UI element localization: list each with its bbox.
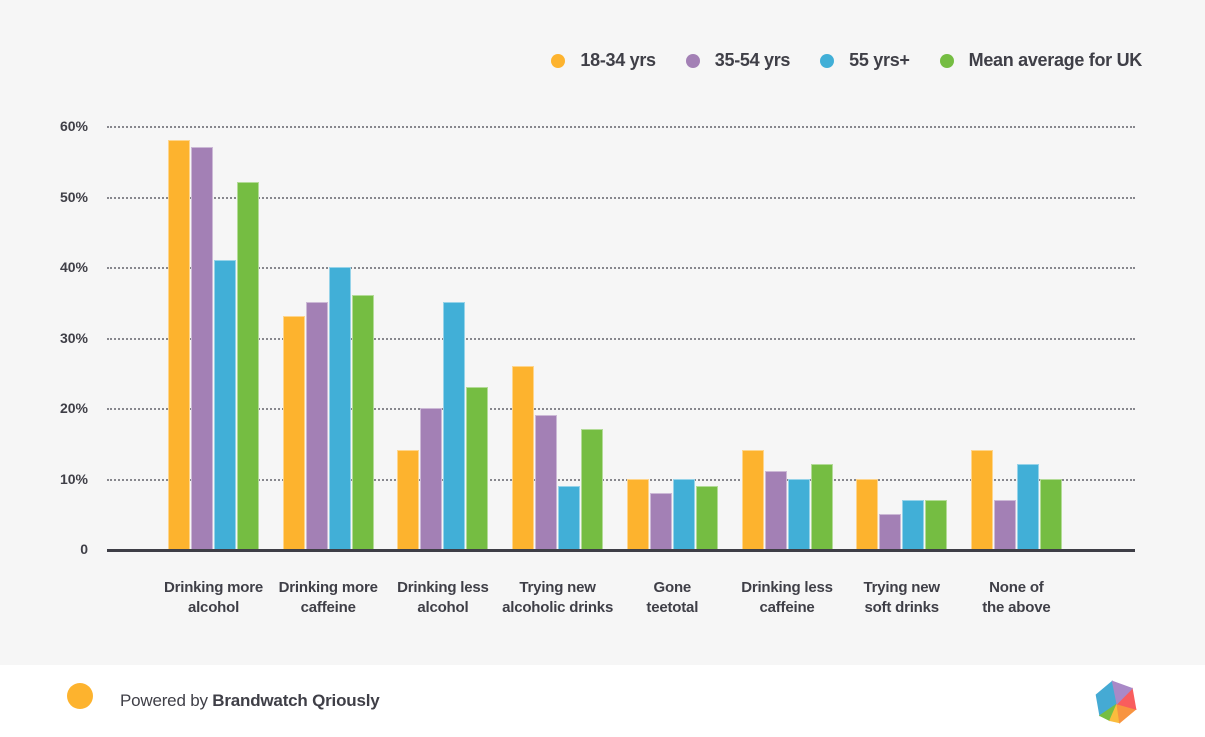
- gridline-60: [107, 126, 1135, 128]
- x-axis-category-label: Drinking more alcohol: [163, 579, 264, 616]
- bar: [191, 147, 213, 549]
- legend-dot-icon: [939, 53, 954, 68]
- powered-by-prefix: Powered by: [120, 691, 213, 710]
- legend: 18-34 yrs 35-54 yrs 55 yrs+ Mean average fo…: [551, 50, 1142, 71]
- bar: [925, 499, 948, 549]
- y-axis-tick-label: 10%: [59, 470, 88, 487]
- legend-item: 18-34 yrs: [551, 50, 656, 71]
- bar-group: [512, 365, 604, 549]
- y-axis-tick-label: 30%: [59, 329, 88, 346]
- legend-label: 18-34 yrs: [580, 50, 656, 70]
- logo-facet: [1111, 680, 1134, 705]
- x-axis-category-label: Trying new alcoholic drinks: [502, 579, 614, 616]
- bar: [626, 478, 649, 549]
- y-axis-tick-label: 0: [80, 541, 88, 557]
- bar: [443, 302, 466, 549]
- y-axis-tick-label: 20%: [59, 400, 88, 416]
- x-axis-category-label: None of the above: [982, 579, 1051, 616]
- bar: [512, 365, 535, 549]
- x-axis-category-label: Trying new soft drinks: [863, 579, 941, 616]
- chart-area: 18-34 yrs 35-54 yrs 55 yrs+ Mean average fo…: [59, 50, 1143, 616]
- bar: [993, 499, 1016, 549]
- bar: [764, 471, 787, 549]
- bar: [397, 450, 420, 549]
- gridline-30: [107, 337, 1135, 340]
- bar: [282, 316, 305, 549]
- gridline-10: [107, 478, 1135, 481]
- bar-group: [397, 302, 489, 549]
- bar-group: [970, 450, 1062, 549]
- bar: [741, 450, 764, 549]
- bar: [466, 386, 489, 549]
- bar: [420, 408, 443, 549]
- y-axis-tick-label: 40%: [59, 259, 88, 275]
- bar: [214, 259, 236, 549]
- gridline-20: [107, 408, 1135, 410]
- legend-item: Mean average for UK: [939, 50, 1143, 71]
- bar-group: [282, 267, 374, 549]
- bar-group: [626, 478, 718, 549]
- bar: [856, 478, 879, 549]
- legend-item: 35-54 yrs: [685, 50, 791, 71]
- bar: [695, 485, 718, 549]
- x-axis-category-label: Drinking less caffeine: [741, 579, 833, 616]
- bar: [810, 464, 833, 549]
- x-axis-category-label: Drinking more caffeine: [278, 579, 378, 616]
- gridline-40: [107, 267, 1135, 269]
- y-axis-tick-label: 50%: [59, 188, 88, 205]
- bar: [305, 302, 328, 549]
- bar: [168, 140, 190, 549]
- footer: Powered by Brandwatch Qriously: [0, 665, 1205, 737]
- brandwatch-qriously-logo-icon: [1095, 680, 1137, 724]
- x-axis-category-label: Gone teetotal: [646, 579, 699, 616]
- legend-item: 55 yrs+: [820, 50, 910, 71]
- bar: [1016, 464, 1039, 549]
- bar: [328, 267, 351, 549]
- bar: [787, 478, 810, 549]
- bar: [902, 499, 925, 549]
- bar: [581, 429, 604, 549]
- bar: [351, 295, 374, 549]
- brand-dot-icon: [67, 683, 93, 709]
- gridline-50: [107, 196, 1135, 199]
- y-axis-tick-label: 60%: [59, 118, 88, 134]
- powered-by-brand: Brandwatch Qriously: [212, 691, 380, 710]
- bar-group: [741, 450, 833, 549]
- legend-label: 35-54 yrs: [714, 50, 791, 70]
- bar: [672, 478, 695, 549]
- legend-label: 55 yrs+: [849, 50, 910, 70]
- x-axis-category-label: Drinking less alcohol: [397, 579, 489, 616]
- bar: [649, 492, 672, 549]
- bar-group: [856, 478, 948, 549]
- x-axis-baseline: [107, 549, 1135, 552]
- powered-by-text: Powered by Brandwatch Qriously: [120, 665, 380, 737]
- legend-label: Mean average for UK: [968, 50, 1143, 70]
- legend-dot-icon: [551, 53, 566, 68]
- bar: [1039, 478, 1062, 549]
- legend-dot-icon: [685, 53, 700, 68]
- bar: [879, 513, 902, 549]
- bar-group: [168, 140, 259, 549]
- bar: [558, 485, 581, 549]
- bar: [535, 415, 558, 549]
- legend-dot-icon: [820, 53, 835, 68]
- bar: [237, 182, 259, 549]
- bar: [970, 450, 993, 549]
